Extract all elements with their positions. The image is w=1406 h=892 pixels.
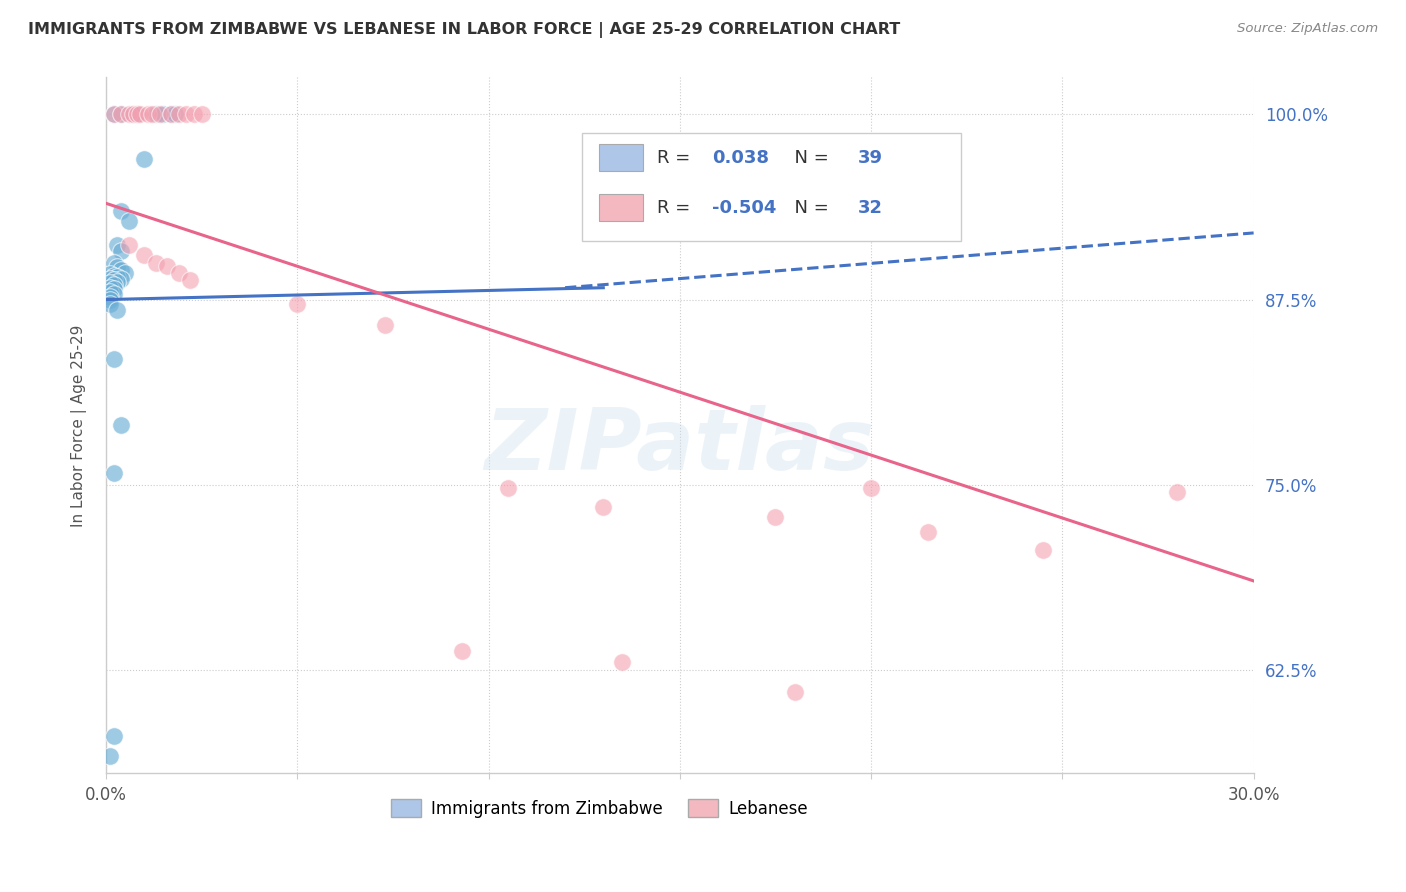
Point	[167, 266, 190, 280]
Point	[98, 268, 121, 282]
Point	[103, 282, 125, 296]
Point	[141, 107, 163, 121]
Point	[179, 273, 201, 287]
Text: N =: N =	[783, 199, 835, 218]
Point	[110, 272, 132, 286]
Text: 39: 39	[858, 149, 883, 167]
Point	[152, 107, 174, 121]
Point	[145, 255, 167, 269]
Point	[160, 107, 183, 121]
Point	[183, 107, 205, 121]
Point	[98, 290, 121, 304]
Text: N =: N =	[783, 149, 835, 167]
FancyBboxPatch shape	[599, 194, 643, 221]
Point	[110, 107, 132, 121]
FancyBboxPatch shape	[582, 133, 960, 241]
Point	[136, 107, 159, 121]
Point	[1166, 485, 1188, 500]
Point	[450, 643, 472, 657]
Point	[285, 297, 308, 311]
Point	[496, 481, 519, 495]
Point	[125, 107, 148, 121]
Point	[118, 214, 141, 228]
Point	[107, 270, 129, 285]
Point	[103, 107, 125, 121]
Point	[134, 248, 156, 262]
Point	[98, 297, 121, 311]
Text: ZIPatlas: ZIPatlas	[485, 405, 875, 488]
Point	[129, 107, 152, 121]
Point	[103, 277, 125, 292]
Text: 0.038: 0.038	[711, 149, 769, 167]
Point	[1032, 542, 1054, 557]
Point	[107, 237, 129, 252]
FancyBboxPatch shape	[599, 145, 643, 170]
Point	[103, 268, 125, 283]
Point	[783, 685, 806, 699]
Point	[167, 107, 190, 121]
Point	[190, 107, 212, 121]
Point	[110, 107, 132, 121]
Point	[98, 281, 121, 295]
Point	[103, 255, 125, 269]
Point	[374, 318, 396, 332]
Point	[860, 481, 883, 495]
Point	[145, 107, 167, 121]
Point	[98, 293, 121, 307]
Point	[110, 263, 132, 277]
Point	[121, 107, 143, 121]
Point	[612, 656, 634, 670]
Point	[148, 107, 170, 121]
Point	[118, 107, 141, 121]
Point	[98, 277, 121, 291]
Point	[118, 237, 141, 252]
Point	[110, 418, 132, 433]
Point	[160, 107, 183, 121]
Point	[103, 466, 125, 480]
Point	[107, 302, 129, 317]
Point	[107, 275, 129, 289]
Text: Source: ZipAtlas.com: Source: ZipAtlas.com	[1237, 22, 1378, 36]
Point	[592, 500, 614, 514]
Point	[107, 260, 129, 274]
Text: -0.504: -0.504	[711, 199, 776, 218]
Point	[163, 107, 186, 121]
Point	[98, 748, 121, 763]
Point	[917, 524, 939, 539]
Text: R =: R =	[657, 149, 696, 167]
Point	[98, 285, 121, 300]
Point	[121, 107, 143, 121]
Y-axis label: In Labor Force | Age 25-29: In Labor Force | Age 25-29	[72, 325, 87, 526]
Legend: Immigrants from Zimbabwe, Lebanese: Immigrants from Zimbabwe, Lebanese	[385, 793, 814, 824]
Point	[125, 107, 148, 121]
Point	[156, 259, 179, 273]
Point	[103, 107, 125, 121]
Point	[98, 272, 121, 286]
Text: R =: R =	[657, 199, 696, 218]
Point	[176, 107, 198, 121]
Text: 32: 32	[858, 199, 883, 218]
Point	[103, 273, 125, 287]
Point	[110, 244, 132, 258]
Point	[114, 266, 136, 280]
Point	[110, 203, 132, 218]
Point	[103, 730, 125, 744]
Point	[103, 286, 125, 301]
Point	[765, 510, 787, 524]
Point	[134, 152, 156, 166]
Point	[103, 351, 125, 366]
Text: IMMIGRANTS FROM ZIMBABWE VS LEBANESE IN LABOR FORCE | AGE 25-29 CORRELATION CHAR: IMMIGRANTS FROM ZIMBABWE VS LEBANESE IN …	[28, 22, 900, 38]
